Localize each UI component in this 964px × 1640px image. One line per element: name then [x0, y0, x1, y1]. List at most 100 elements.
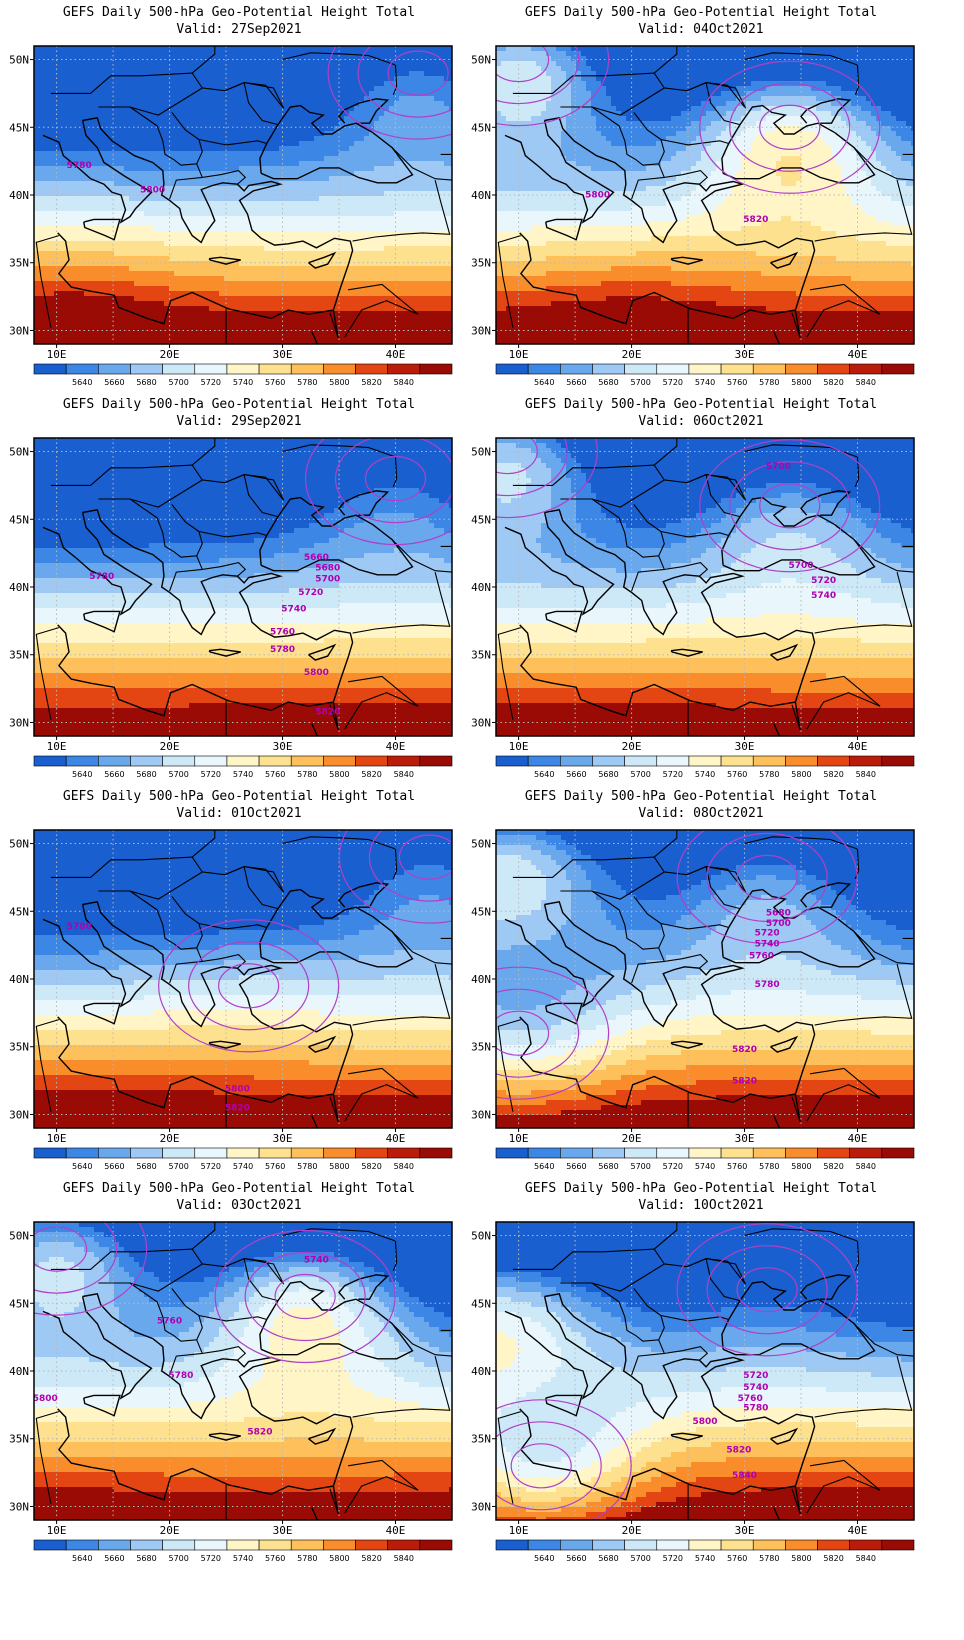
colorbar-swatch — [849, 1147, 883, 1159]
colorbar-label: 5800 — [791, 1162, 811, 1171]
height-map: 5780 5800 50N 45N 40N 35N 30N 10E 20E 30E 40E 5640 5… — [9, 45, 453, 387]
colorbar-label: 5640 — [72, 1554, 92, 1563]
lat-tick-label: 30N — [471, 324, 491, 337]
colorbar-label: 5680 — [598, 378, 618, 387]
colorbar-label: 5700 — [631, 1554, 651, 1563]
country-border — [512, 72, 665, 94]
country-border — [191, 830, 216, 858]
country-border — [244, 474, 283, 500]
height-contour — [736, 854, 798, 901]
colorbar-label: 5820 — [361, 1554, 381, 1563]
height-contour — [338, 830, 452, 924]
height-contour — [158, 919, 340, 1053]
colorbar-label: 5720 — [663, 378, 683, 387]
height-contour — [34, 1222, 118, 1294]
panel-title: GEFS Daily 500-hPa Geo-Potential Height … — [4, 397, 474, 412]
colorbar-label: 5820 — [823, 770, 843, 779]
lat-tick-label: 45N — [471, 1297, 491, 1310]
coastline — [338, 1274, 390, 1300]
colorbar-label: 5700 — [169, 770, 189, 779]
panel-valid-date: Valid: 03Oct2021 — [4, 1198, 474, 1213]
contour-label: 5740 — [743, 1383, 768, 1393]
country-border — [497, 1411, 522, 1504]
colorbar-label: 5680 — [136, 378, 156, 387]
country-border — [282, 52, 398, 96]
colorbar-swatch — [527, 1539, 561, 1551]
lon-tick-label: 10E — [47, 348, 67, 361]
colorbar-label: 5660 — [566, 770, 586, 779]
contour-label: 5660 — [304, 553, 329, 563]
coastline — [504, 512, 615, 616]
contour-label: 5740 — [281, 604, 306, 614]
country-border — [191, 438, 216, 466]
colorbar-swatch — [752, 363, 786, 375]
coastline — [259, 888, 414, 968]
colorbar-swatch — [387, 755, 421, 767]
coastline — [670, 1040, 703, 1049]
country-border — [129, 498, 247, 577]
country-border — [329, 1488, 339, 1514]
country-border — [560, 1258, 747, 1292]
colorbar-swatch — [656, 1539, 690, 1551]
country-border — [282, 836, 398, 880]
lat-tick-label: 45N — [471, 121, 491, 134]
height-contour — [398, 834, 452, 880]
country-border — [169, 960, 203, 984]
colorbar-swatch — [720, 1147, 754, 1159]
country-border — [814, 963, 913, 1026]
lon-tick-label: 10E — [509, 740, 529, 753]
colorbar-label: 5740 — [695, 1554, 715, 1563]
colorbar-label: 5820 — [823, 378, 843, 387]
country-border — [198, 138, 267, 146]
coastline — [83, 1002, 121, 1025]
lon-tick-label: 10E — [47, 1132, 67, 1145]
coastline — [338, 490, 390, 516]
lat-tick-label: 35N — [471, 649, 491, 662]
colorbar-label: 5780 — [759, 1554, 779, 1563]
country-border — [98, 474, 285, 508]
coastline — [42, 904, 153, 1008]
height-contour — [334, 438, 452, 524]
colorbar-label: 5760 — [727, 1162, 747, 1171]
colorbar-swatch — [355, 1147, 388, 1159]
country-border — [744, 836, 860, 880]
colorbar-label: 5660 — [104, 1554, 124, 1563]
coastline — [794, 309, 801, 338]
height-map: 5680570057205740576057805820582050N45N40… — [471, 829, 915, 1171]
lat-tick-label: 30N — [9, 324, 29, 337]
map-field: 5780 5800 — [34, 46, 452, 344]
country-border — [631, 1352, 665, 1376]
contour-label: 5820 — [225, 1103, 250, 1113]
lat-tick-label: 45N — [9, 121, 29, 134]
colorbar-label: 5680 — [598, 1554, 618, 1563]
country-border — [853, 539, 914, 573]
coastline — [721, 496, 876, 576]
lat-tick-label: 45N — [9, 513, 29, 526]
height-map: 5800 5820 50N 45N 40N 35N 30N 10E 20E 30E 40E 5640 5… — [471, 45, 915, 387]
lat-tick-label: 30N — [9, 1108, 29, 1121]
colorbar-swatch — [560, 755, 593, 767]
colorbar-swatch — [33, 755, 67, 767]
colorbar-swatch — [98, 1539, 131, 1551]
country-border — [706, 1258, 745, 1284]
colorbar-swatch — [752, 1539, 786, 1551]
country-border — [706, 474, 745, 500]
colorbar-swatch — [592, 1539, 625, 1551]
coastline — [800, 490, 852, 516]
height-map: 5700 5700 5720 5740 50N 45N 40N 35N 30N 10E 20E 30E… — [471, 437, 915, 779]
height-contour — [274, 1273, 336, 1320]
country-border — [791, 1488, 801, 1514]
colorbar-label: 5660 — [104, 770, 124, 779]
colorbar-swatch — [65, 1539, 99, 1551]
map-field: 5700 5700 5720 5740 — [496, 438, 914, 736]
colorbar-swatch — [560, 1539, 593, 1551]
contour-label: 5720 — [298, 588, 323, 598]
lon-tick-label: 40E — [386, 740, 406, 753]
colorbar-label: 5760 — [265, 1554, 285, 1563]
colorbar-swatch — [656, 1147, 690, 1159]
colorbar-swatch — [355, 755, 388, 767]
country-border — [653, 438, 678, 466]
colorbar-swatch — [130, 1147, 163, 1159]
country-border — [169, 1352, 203, 1376]
colorbar-label: 5760 — [265, 1162, 285, 1171]
